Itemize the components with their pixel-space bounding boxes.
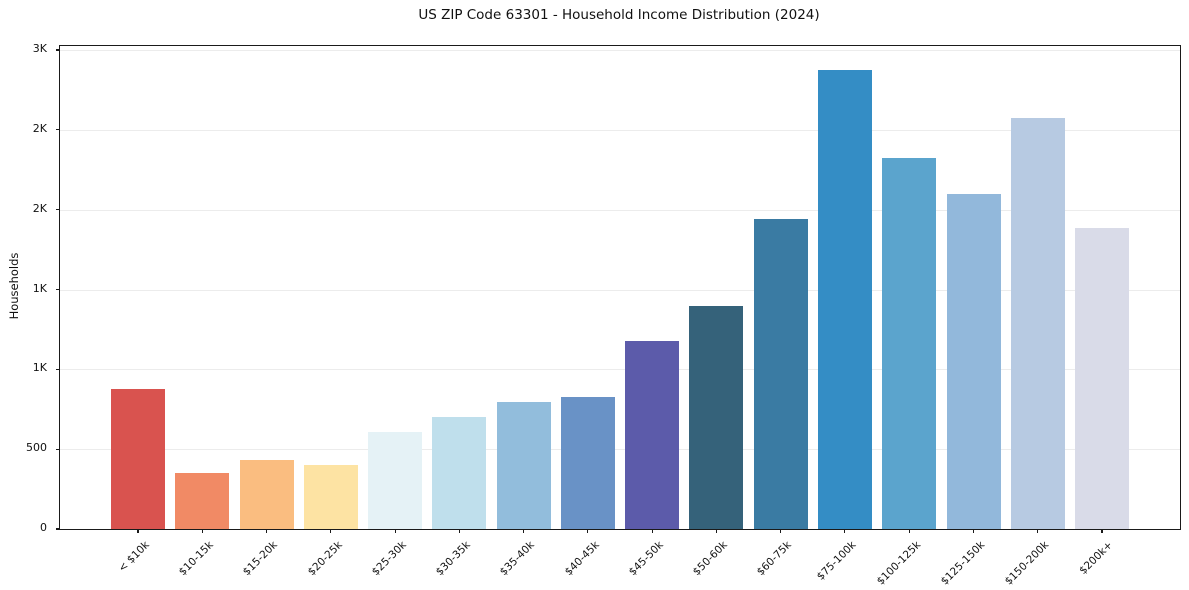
x-axis-tick-mark (715, 529, 717, 533)
x-axis-tick-mark (587, 529, 589, 533)
y-axis-tick-mark (56, 129, 60, 131)
x-tick-label: $150-200k (1002, 539, 1052, 588)
x-tick-label: $40-45k (562, 539, 602, 579)
gridline (60, 449, 1180, 451)
bar-$200k+ (1075, 228, 1129, 529)
y-axis-tick-mark (56, 368, 60, 370)
x-tick-label: $10-15k (176, 539, 216, 579)
y-tick-label: 2K (32, 121, 47, 135)
bar-$20-25k (303, 465, 358, 529)
x-tick-label: $45-50k (626, 539, 666, 579)
chart-title: US ZIP Code 63301 - Household Income Dis… (418, 7, 820, 23)
x-tick-label: $15-20k (240, 539, 280, 579)
y-tick-label: 500 (26, 441, 47, 455)
x-axis-tick-mark (651, 529, 653, 533)
gridline (60, 129, 1180, 131)
bar-< $10k (111, 389, 165, 529)
x-axis-tick-mark (1037, 529, 1039, 533)
x-axis-tick-mark (458, 529, 460, 533)
bar-$100-125k (882, 157, 937, 529)
x-axis-tick-mark (330, 529, 332, 533)
x-axis-tick-mark (972, 529, 975, 533)
x-tick-label: $60-75k (755, 539, 795, 579)
bar-$35-40k (496, 402, 551, 529)
gridline (60, 289, 1180, 291)
bar-$125-150k (946, 193, 1001, 529)
x-axis-tick-mark (908, 529, 910, 533)
x-tick-label: $75-100k (814, 539, 859, 583)
y-axis-tick-mark (56, 448, 60, 450)
x-tick-label: $35-40k (497, 539, 538, 579)
x-axis-tick-mark (523, 529, 525, 533)
x-tick-label: $30-35k (433, 539, 473, 579)
bar-$30-35k (432, 417, 487, 529)
bar-$15-20k (239, 460, 294, 529)
x-axis-tick-mark (137, 529, 139, 533)
x-axis-tick-mark (780, 529, 782, 533)
gridline (60, 369, 1180, 371)
x-tick-label: $125-150k (938, 539, 987, 588)
y-axis-tick-mark (56, 49, 60, 51)
x-axis-tick-mark (844, 529, 846, 533)
bar-$40-45k (560, 397, 615, 529)
y-tick-label: 0 (40, 521, 47, 534)
gridline (60, 209, 1180, 211)
x-axis-tick-mark (1101, 529, 1103, 533)
bar-$50-60k (689, 305, 744, 529)
x-axis-tick-mark (265, 529, 268, 533)
y-tick-label: 2K (32, 201, 47, 215)
bar-$75-100k (817, 70, 872, 529)
x-tick-label: $25-30k (369, 539, 409, 579)
bar-$150-200k (1010, 117, 1065, 529)
y-axis-tick-mark (56, 209, 60, 211)
bar-$10-15k (175, 473, 230, 529)
x-tick-label: < $10k (115, 539, 152, 575)
x-tick-label: $200k+ (1077, 539, 1116, 577)
y-axis-tick-mark (56, 288, 60, 291)
x-tick-label: $100-125k (874, 539, 923, 588)
y-tick-label: 3K (32, 42, 47, 55)
plot-area: < $10k $10-15k $15-20k $20-25k $25-30k $30-35… (56, 45, 1181, 588)
x-axis-tick-mark (394, 529, 396, 533)
gridline (60, 50, 1180, 51)
x-tick-label: $20-25k (305, 539, 345, 579)
x-axis-tick-mark (201, 529, 203, 533)
y-tick-label: 1K (32, 281, 47, 295)
x-tick-label: $50-60k (690, 539, 730, 579)
bar-$25-30k (368, 432, 423, 529)
bar-$45-50k (625, 341, 680, 529)
bar-$60-75k (753, 219, 808, 529)
y-tick-label: 1K (32, 361, 47, 375)
y-axis-tick-mark (56, 528, 60, 530)
